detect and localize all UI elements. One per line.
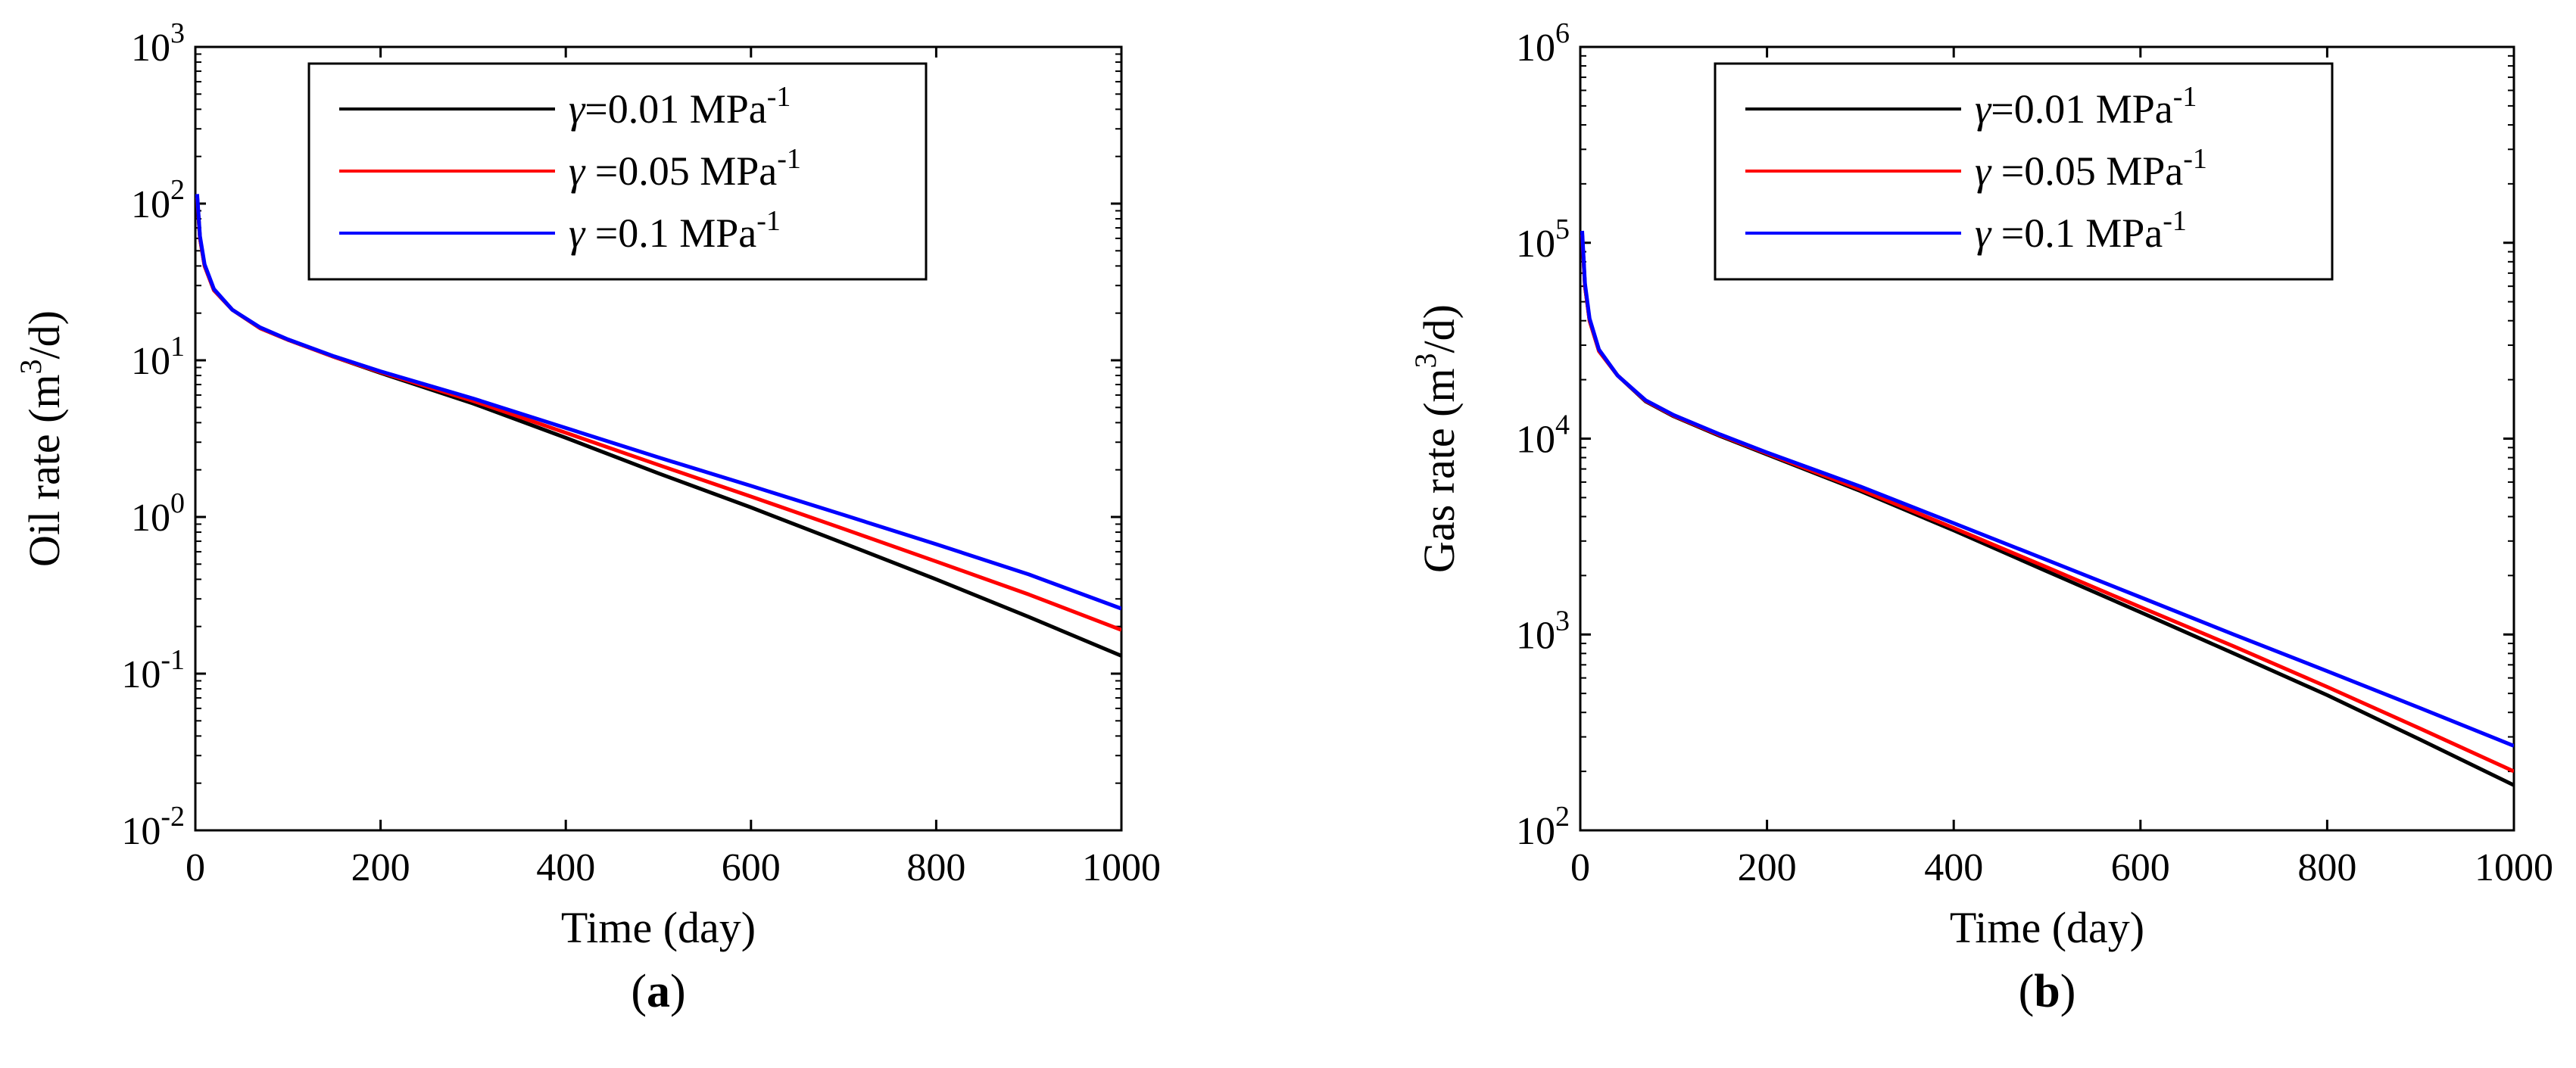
series-line-1 <box>1580 234 2514 787</box>
legend-entry-3: γ =0.1 MPa-1 <box>569 205 781 256</box>
y-tick-label: 103 <box>131 17 185 70</box>
legend-entry-1: γ=0.01 MPa-1 <box>569 81 791 132</box>
series-line-3 <box>1580 230 2514 748</box>
panel-b: 0 200 400 600 800 1000 102 103 104 105 106 Time (da… <box>1408 17 2553 1017</box>
x-axis-label: Time (day) <box>1950 903 2144 952</box>
x-tick-label: 1000 <box>1082 846 1161 889</box>
x-axis-label: Time (day) <box>561 903 756 952</box>
x-tick-label: 1000 <box>2475 846 2553 889</box>
legend: γ=0.01 MPa-1 γ =0.05 MPa-1 γ =0.1 MPa-1 <box>1714 62 2334 281</box>
x-tick-label: 400 <box>536 846 595 889</box>
legend-entry-1: γ=0.01 MPa-1 <box>1975 81 2197 132</box>
y-tick-label: 103 <box>1516 605 1570 657</box>
x-tick-label: 0 <box>1570 846 1590 889</box>
y-tick-label: 10-1 <box>121 644 185 696</box>
y-tick-label: 105 <box>1516 213 1570 266</box>
x-tick-label: 800 <box>2297 846 2356 889</box>
legend-entry-3: γ =0.1 MPa-1 <box>1975 205 2187 256</box>
x-tick-label: 600 <box>722 846 781 889</box>
y-axis-label: Gas rate (m3/d) <box>1408 304 1464 573</box>
x-tick-label: 400 <box>1924 846 1983 889</box>
panel-label: (b) <box>2019 966 2076 1017</box>
x-tick-label: 800 <box>906 846 965 889</box>
series-line-3 <box>195 194 1121 611</box>
legend: γ=0.01 MPa-1 γ =0.05 MPa-1 γ =0.1 MPa-1 <box>307 62 928 281</box>
legend-entry-2: γ =0.05 MPa-1 <box>1975 143 2207 194</box>
y-tick-label: 104 <box>1516 409 1570 462</box>
y-tick-label: 101 <box>131 331 185 383</box>
panel-label: (a) <box>631 966 685 1017</box>
x-tick-label: 200 <box>351 846 410 889</box>
y-tick-label: 10-2 <box>121 801 185 853</box>
y-tick-label: 100 <box>131 487 185 540</box>
panel-a: 0 200 400 600 800 1000 10-2 10-1 100 101 102 103 Tim… <box>14 17 1161 1017</box>
x-tick-label: 0 <box>186 846 205 889</box>
y-tick-label: 102 <box>131 174 185 226</box>
y-tick-label: 106 <box>1516 17 1570 70</box>
x-tick-label: 600 <box>2111 846 2170 889</box>
legend-entry-2: γ =0.05 MPa-1 <box>569 143 801 194</box>
y-axis-label: Oil rate (m3/d) <box>14 310 69 567</box>
y-tick-label: 102 <box>1516 801 1570 853</box>
x-tick-label: 200 <box>1738 846 1797 889</box>
plot-frame <box>194 45 1123 832</box>
